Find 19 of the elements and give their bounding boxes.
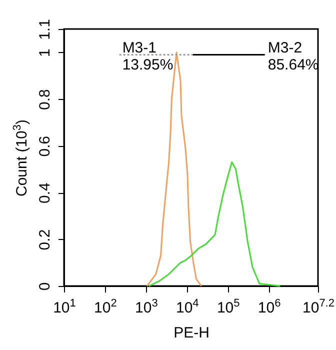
annotation: 85.64% (268, 56, 319, 74)
annotation: 13.95% (122, 56, 174, 74)
x-tick-label: 10$^{3}$ (135, 298, 158, 316)
y-tick-label: 0 (36, 282, 54, 291)
series-label: M3-2 (268, 40, 302, 57)
y-tick-label: 0.2 (36, 229, 54, 250)
y-tick-label: 1 (36, 48, 54, 58)
x-axis-title: PE-H (174, 324, 210, 342)
x-tick-label: 10$^{7.2}$ (302, 298, 334, 316)
y-tick-label: 0.8 (36, 89, 54, 110)
y-tick-label: 0.6 (36, 136, 54, 157)
y-tick-label: 1.1 (36, 19, 54, 40)
x-tick-label: 10$^{2}$ (94, 298, 117, 316)
series-label: M3-1 (122, 40, 157, 57)
x-tick-label: 10$^{4}$ (176, 298, 199, 316)
x-tick-label: 10$^{1}$ (53, 298, 76, 316)
y-tick-label: 0.4 (36, 182, 54, 204)
x-tick-label: 10$^{5}$ (216, 298, 240, 316)
x-tick-label: 10$^{6}$ (258, 298, 281, 316)
